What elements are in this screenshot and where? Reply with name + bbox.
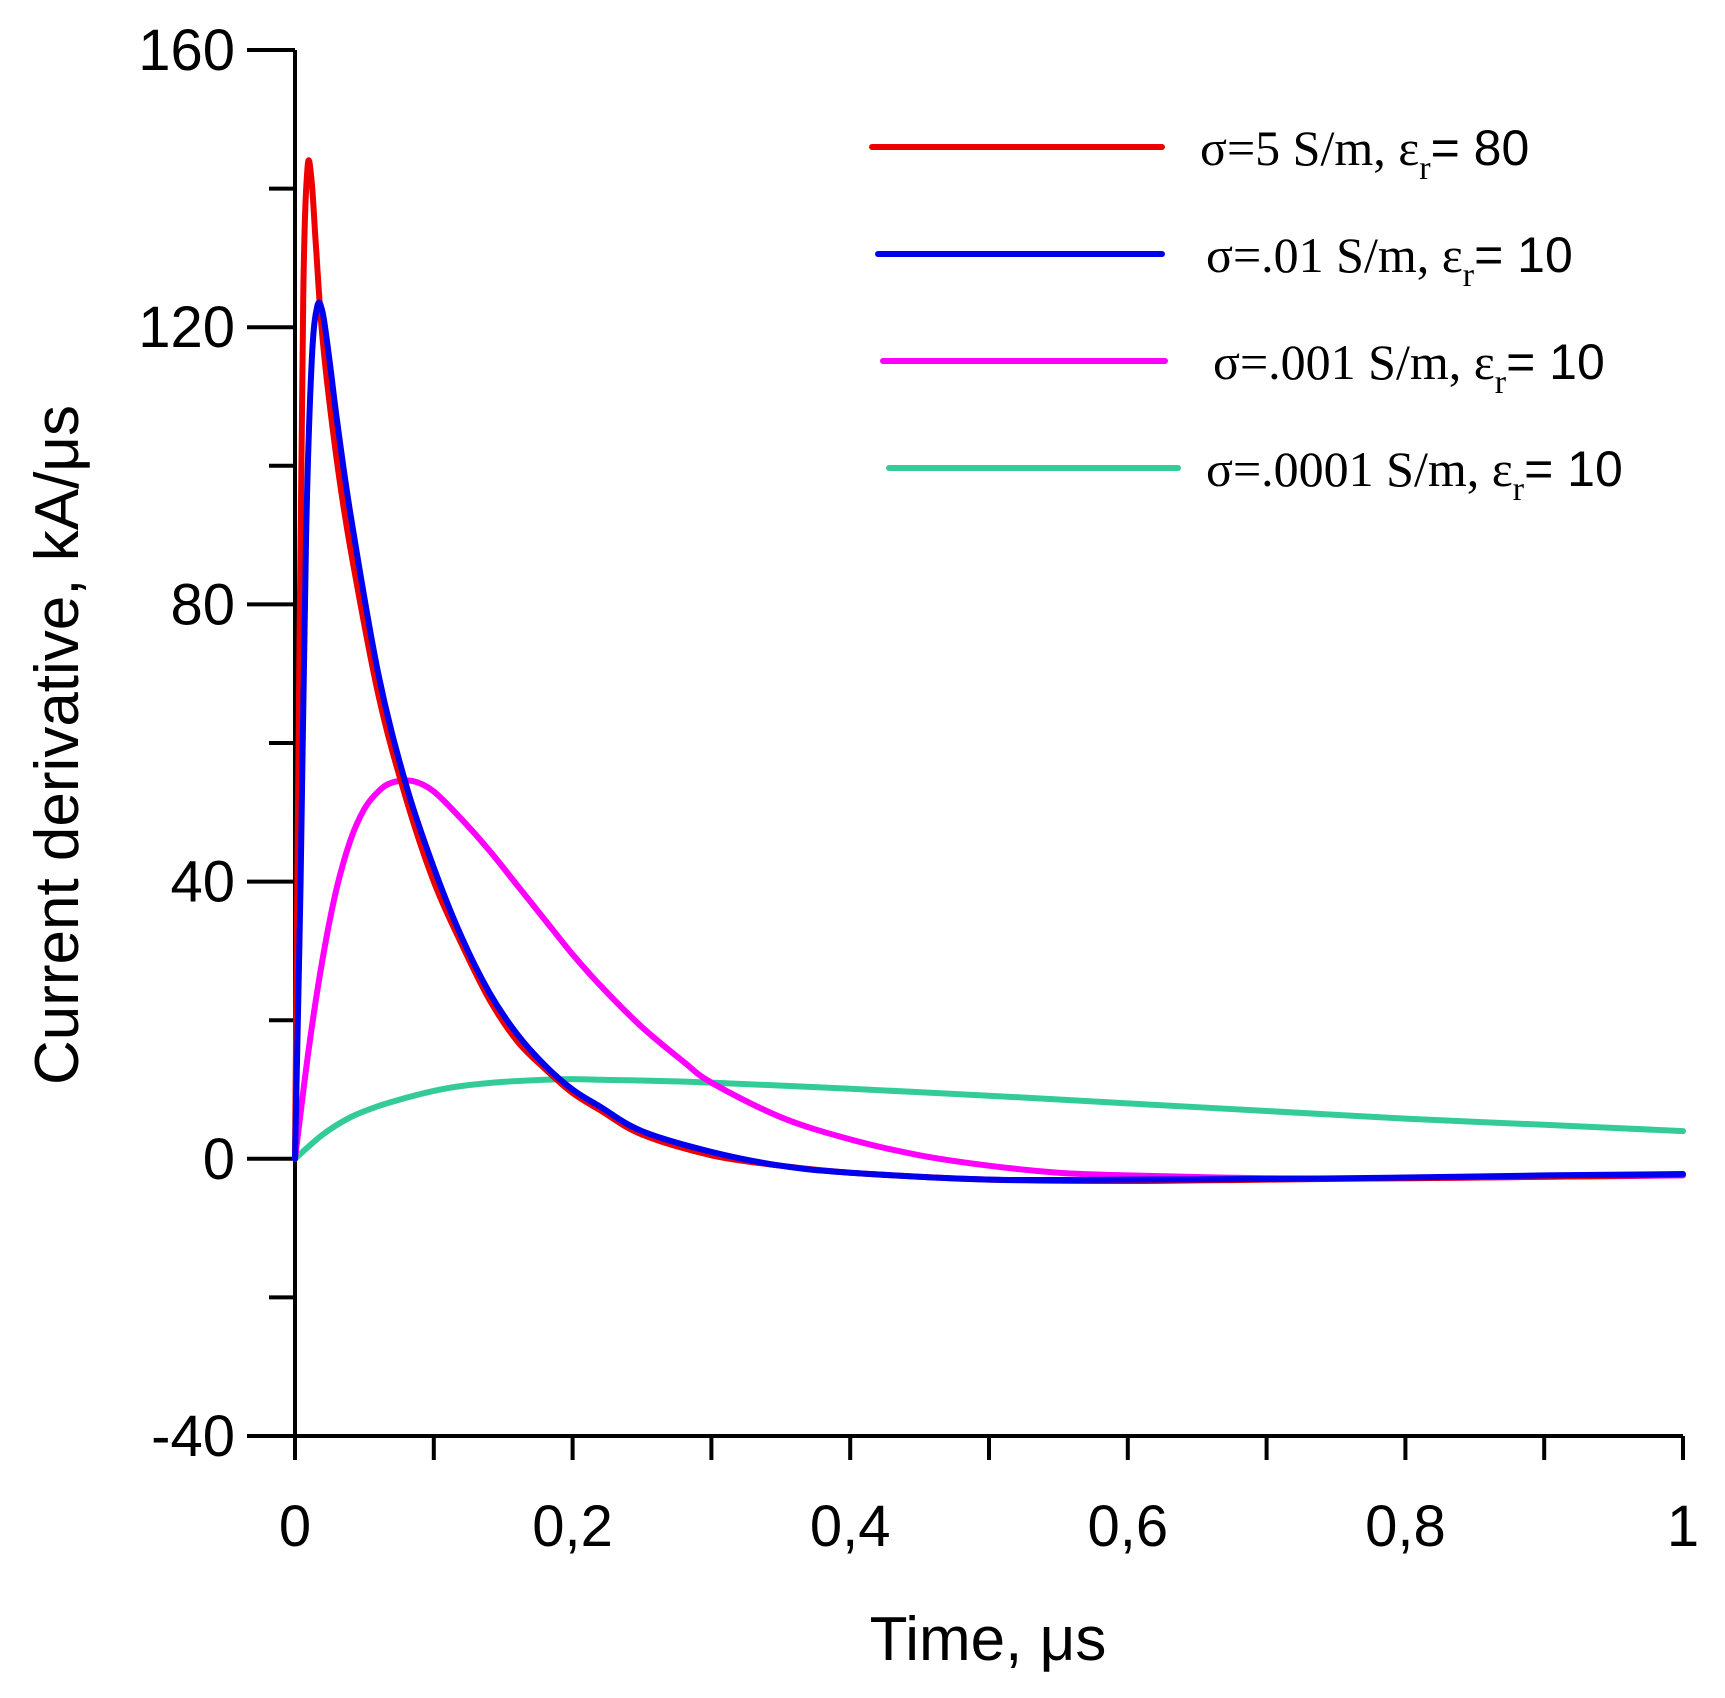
x-tick-label: 0,8 <box>1365 1494 1446 1559</box>
y-tick-label: -40 <box>151 1404 235 1469</box>
legend-label-3: σ=.001 S/m, εr= 10 <box>1213 334 1605 401</box>
y-tick-label: 120 <box>138 295 235 360</box>
x-tick-label: 1 <box>1667 1494 1699 1559</box>
legend-label-2: σ=.01 S/m, εr= 10 <box>1206 227 1573 294</box>
series-layer <box>292 157 1686 1184</box>
x-axis-title: Time, μs <box>870 1605 1107 1674</box>
x-tick-label: 0,2 <box>532 1494 613 1559</box>
legend-label-1: σ=5 S/m, εr= 80 <box>1200 120 1529 187</box>
x-tick-label: 0,6 <box>1087 1494 1168 1559</box>
y-axis-title: Current derivative, kA/μs <box>23 405 92 1085</box>
y-tick-label: 0 <box>203 1127 235 1192</box>
series-line-1 <box>292 157 1686 1184</box>
legend-label-4: σ=.0001 S/m, εr= 10 <box>1206 441 1623 508</box>
y-tick-label: 80 <box>170 572 235 637</box>
legend: σ=5 S/m, εr= 80 σ=.01 S/m, εr= 10 σ=.001 S… <box>869 120 1623 508</box>
x-tick-label: 0 <box>279 1494 311 1559</box>
y-tick-label: 160 <box>138 18 235 83</box>
x-tick-label: 0,4 <box>810 1494 891 1559</box>
series-line-4 <box>292 1076 1686 1162</box>
series-line-3 <box>292 777 1686 1182</box>
x-axis-ticks: 0 0,2 0,4 0,6 0,8 1 <box>279 1436 1699 1559</box>
series-line-2 <box>292 299 1686 1184</box>
y-axis-ticks: -40 0 40 80 120 160 <box>138 18 295 1469</box>
y-tick-label: 40 <box>170 850 235 915</box>
